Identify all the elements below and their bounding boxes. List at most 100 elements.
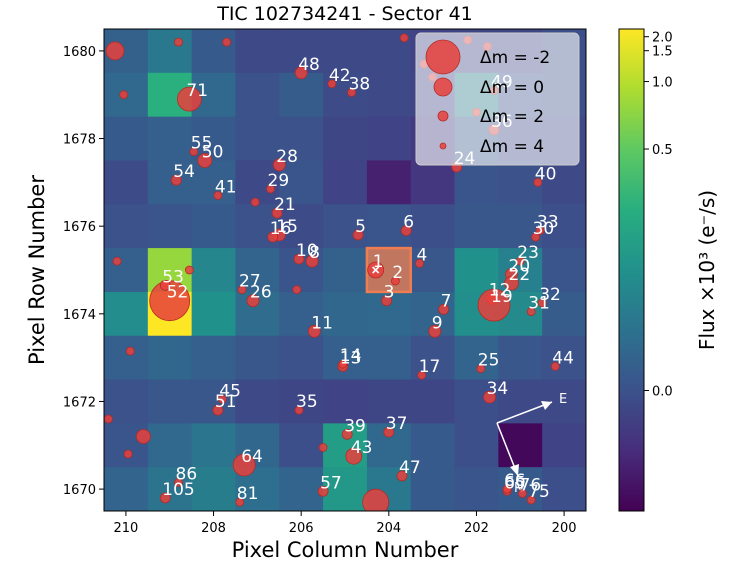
x-axis-ticks: 210 208 206 204 202 200	[113, 511, 577, 536]
heatmap-cell	[323, 335, 368, 381]
heatmap-cell	[323, 291, 368, 337]
star-label: 34	[487, 379, 509, 399]
star-marker	[159, 492, 171, 504]
star-marker	[535, 226, 545, 236]
y-tick-label: 1680	[63, 45, 96, 60]
star-label: 6	[403, 213, 414, 233]
star-marker	[477, 288, 511, 322]
compass-east-line	[496, 401, 553, 424]
star-marker	[438, 303, 450, 315]
star-label: 35	[296, 392, 318, 412]
star-marker	[294, 66, 308, 80]
star-label: 26	[250, 283, 272, 303]
legend: Δm = -2 Δm = 0 Δm = 2 Δm = 4	[415, 32, 580, 166]
star-marker	[483, 390, 497, 404]
y-tick-label: 1674	[63, 308, 96, 323]
star-marker	[123, 449, 133, 459]
heatmap-cell	[454, 423, 499, 468]
heatmap-cell	[191, 423, 236, 468]
star-label: 32	[539, 285, 561, 305]
heatmap-cell	[323, 204, 368, 249]
star-label: 45	[219, 381, 241, 401]
heatmap-cell	[366, 335, 412, 381]
star-label: 52	[167, 283, 189, 303]
star-marker	[428, 324, 442, 338]
star-label: 29	[268, 171, 290, 191]
y-tick-label: 1672	[63, 395, 96, 410]
heatmap-cell	[191, 291, 236, 337]
star-label: 22	[509, 265, 531, 285]
heatmap-cell	[191, 467, 236, 512]
star-label: 41	[215, 178, 237, 198]
star-label: 75	[528, 482, 550, 502]
star-label: 28	[276, 147, 298, 167]
star-marker	[305, 254, 319, 268]
star-marker	[271, 207, 283, 219]
heatmap-cell	[104, 291, 149, 337]
heatmap-cell	[147, 467, 193, 512]
heatmap-cell	[235, 160, 280, 205]
star-label: 5	[355, 217, 366, 237]
star-label: 65	[504, 473, 526, 493]
star-markers: 1234567891011121314151617192021222324252…	[104, 33, 574, 511]
star-label: 14	[340, 346, 362, 366]
star-label: 20	[509, 256, 531, 276]
star-label: 37	[386, 414, 408, 434]
compass-east-arrowhead	[541, 401, 552, 410]
heatmap-cell	[410, 467, 456, 512]
star-label: 33	[537, 213, 559, 233]
heatmap-cell	[542, 335, 587, 381]
star-label: 66	[504, 471, 526, 491]
star-label: 71	[186, 81, 208, 101]
star-marker	[149, 280, 191, 322]
heatmap-cell	[323, 467, 368, 512]
heatmap-cell	[104, 116, 149, 161]
star-marker	[526, 307, 536, 317]
heatmap-cell	[279, 204, 324, 249]
y-tick-label: 1678	[63, 133, 96, 148]
heatmap-cell	[410, 160, 456, 205]
star-label: 31	[528, 294, 550, 314]
star-marker	[170, 174, 182, 186]
star-marker	[526, 495, 536, 505]
x-tick-label: 204	[376, 521, 401, 536]
star-label: 25	[478, 351, 500, 371]
heatmap-cell	[279, 116, 324, 161]
star-label: 48	[298, 55, 320, 75]
heatmap-cell	[410, 204, 456, 249]
heatmap-cell	[323, 248, 368, 293]
star-marker	[307, 324, 321, 338]
heatmap-cell	[279, 423, 324, 468]
heatmap-cell	[235, 116, 280, 161]
star-label: 27	[239, 272, 261, 292]
star-marker	[502, 484, 512, 494]
heatmap-cell	[235, 72, 280, 118]
star-marker	[533, 177, 543, 187]
star-label: 7	[441, 291, 452, 311]
heatmap-cell	[498, 423, 543, 468]
star-marker	[318, 443, 328, 452]
star-marker	[292, 285, 302, 295]
legend-entry-label: Δm = 2	[480, 107, 544, 127]
star-marker	[212, 404, 224, 416]
star-label: 81	[237, 484, 259, 504]
y-tick-label: 1676	[63, 220, 96, 235]
star-label: 51	[215, 392, 237, 412]
star-marker	[383, 426, 395, 438]
compass-east-label: E	[559, 392, 567, 407]
star-label: 1	[373, 252, 384, 272]
legend-entry-label: Δm = 0	[480, 78, 544, 98]
heatmap-cell	[542, 204, 587, 249]
star-label: 39	[344, 416, 366, 436]
heatmap-cell	[235, 379, 280, 424]
heatmap-cell	[542, 379, 587, 424]
legend-marker	[439, 142, 447, 150]
heatmap-cell	[104, 467, 149, 512]
star-label: 13	[340, 348, 362, 368]
star-marker	[237, 285, 247, 295]
heatmap-cell	[323, 379, 368, 424]
x-tick-label: 210	[113, 521, 138, 536]
star-label: 8	[309, 243, 320, 263]
star-marker	[327, 79, 337, 89]
heatmap-cell	[191, 248, 236, 293]
